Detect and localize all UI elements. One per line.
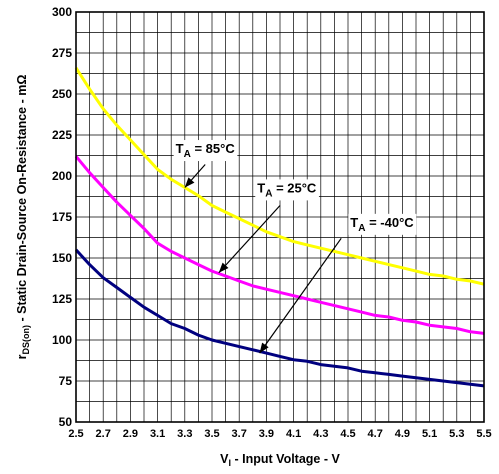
series-line-0	[74, 66, 485, 286]
y-axis-label: rDS(on) - Static Drain-Source On-Resista…	[15, 75, 31, 360]
x-tick-label: 3.5	[204, 428, 219, 440]
x-tick-label: 3.3	[177, 428, 192, 440]
x-tick-labels: 2.5 2.7 2.9 3.1 3.3 3.5 3.7 3.9 4.1 4.3 4.5 4.7 4.9 5…	[68, 428, 491, 440]
x-tick-label: 2.9	[123, 428, 138, 440]
x-tick-label: 4.5	[340, 428, 355, 440]
y-tick-label: 75	[59, 374, 73, 388]
x-tick-label: 3.1	[150, 428, 165, 440]
series-line-1	[74, 155, 485, 335]
x-tick-label: 2.5	[68, 428, 83, 440]
annotation-layer: TA = 85°C TA = 25°C TA = -40°C	[173, 140, 417, 354]
y-tick-label: 125	[52, 292, 72, 306]
y-tick-label: 175	[52, 210, 72, 224]
y-tick-label: 150	[52, 251, 72, 265]
x-axis-label: VI - Input Voltage - V	[220, 452, 340, 468]
x-tick-label: 3.7	[232, 428, 247, 440]
series-label-background	[348, 213, 417, 235]
y-tick-label: 300	[52, 5, 72, 19]
series-label-2: TA = -40°C	[350, 215, 414, 234]
y-tick-label: 250	[52, 87, 72, 101]
y-tick-label: 200	[52, 169, 72, 183]
series-label-1: TA = 25°C	[257, 180, 317, 199]
series-label-0: TA = 85°C	[176, 141, 236, 160]
annotation-arrow-2	[259, 237, 342, 354]
plot-frame	[75, 11, 485, 423]
grid-minor	[76, 12, 484, 422]
annotation-arrow-1	[218, 205, 281, 274]
x-tick-label: 5.3	[449, 428, 464, 440]
x-tick-label: 4.1	[286, 428, 301, 440]
annotation-arrowhead-0	[184, 177, 195, 188]
series-label-background	[255, 179, 319, 201]
x-tick-label: 5.1	[422, 428, 437, 440]
y-tick-label: 100	[52, 333, 72, 347]
y-tick-label: 275	[52, 46, 72, 60]
x-tick-label: 4.9	[395, 428, 410, 440]
x-tick-label: 4.3	[313, 428, 328, 440]
annotation-arrowhead-1	[218, 262, 229, 273]
series-label-background	[173, 140, 238, 162]
series-layer	[74, 66, 485, 388]
x-tick-label: 5.5	[476, 428, 491, 440]
y-tick-labels: 50 75 100 125 150 175 200 225 250 275 300	[52, 5, 72, 429]
annotation-arrowhead-2	[259, 342, 269, 354]
y-tick-label: 225	[52, 128, 72, 142]
y-tick-label: 50	[59, 415, 73, 429]
series-line-2	[74, 248, 485, 388]
x-tick-label: 2.7	[96, 428, 111, 440]
x-tick-label: 4.7	[368, 428, 383, 440]
x-tick-label: 3.9	[259, 428, 274, 440]
